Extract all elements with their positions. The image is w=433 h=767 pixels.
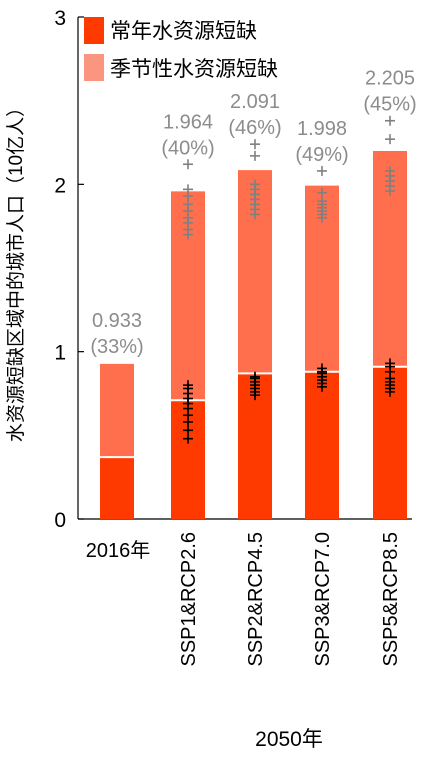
marker-total [317,196,327,207]
bar-labels: 0.933 (33%) 1.964 (40%) 2.091 (46%) 1.998 (49%)… [90,68,416,358]
bar-total-label: 1.964 [163,111,213,133]
marker-perennial [183,380,193,391]
bars [100,149,407,519]
marker-total [250,139,260,150]
marker-perennial [317,363,327,374]
marker-perennial [250,371,260,382]
x-axis-title: 2050年 [255,728,323,751]
y-tick-label: 0 [54,509,66,532]
legend-swatch-seasonal [84,54,104,81]
bar-total-label: 0.933 [92,310,142,332]
marker-perennial [183,433,193,444]
marker-total [183,184,193,195]
marker-total [250,150,260,161]
scenario-markers [183,115,395,444]
x-tick-label: SSP5&RCP8.5 [380,532,402,667]
bar-percent-label: (46%) [228,117,281,139]
bar-total-label: 2.091 [230,91,280,113]
marker-total [250,179,260,190]
legend-label-seasonal: 季节性水资源短缺 [110,58,278,81]
legend-swatch-perennial [84,17,104,44]
marker-total [385,165,395,176]
marker-total [183,159,193,170]
marker-total [385,134,395,145]
y-axis-title: 水资源短缺区域中的城市人口（10亿人） [5,98,27,442]
bar-total-label: 1.998 [297,118,347,140]
bar-perennial [100,457,134,519]
marker-total [183,199,193,210]
bar-total-label: 2.205 [365,68,415,90]
bar-seasonal [100,362,134,458]
marker-perennial [385,358,395,369]
marker-total [385,115,395,126]
y-tick-label: 2 [54,174,66,197]
y-tick-label: 1 [54,342,66,365]
bar-percent-label: (45%) [363,94,416,116]
bar-perennial [305,371,339,519]
bar-percent-label: (40%) [161,137,214,159]
x-tick-label: SSP2&RCP4.5 [245,532,267,667]
x-tick-labels: 2016年 SSP1&RCP2.6 SSP2&RCP4.5 SSP3&RCP7.0 SS… [86,532,402,667]
x-tick-label: SSP1&RCP2.6 [178,532,200,667]
y-tick-label: 3 [54,7,66,30]
legend: 常年水资源短缺 季节性水资源短缺 [84,17,278,81]
marker-perennial [183,425,193,436]
y-ticks: 0 1 2 3 [54,7,84,532]
marker-total [317,187,327,198]
marker-total [317,165,327,176]
x-tick-label: SSP3&RCP7.0 [312,532,334,667]
legend-label-perennial: 常年水资源短缺 [110,20,257,43]
bar-percent-label: (33%) [90,336,143,358]
x-tick-label: 2016年 [86,539,151,562]
bar-percent-label: (49%) [295,144,348,166]
